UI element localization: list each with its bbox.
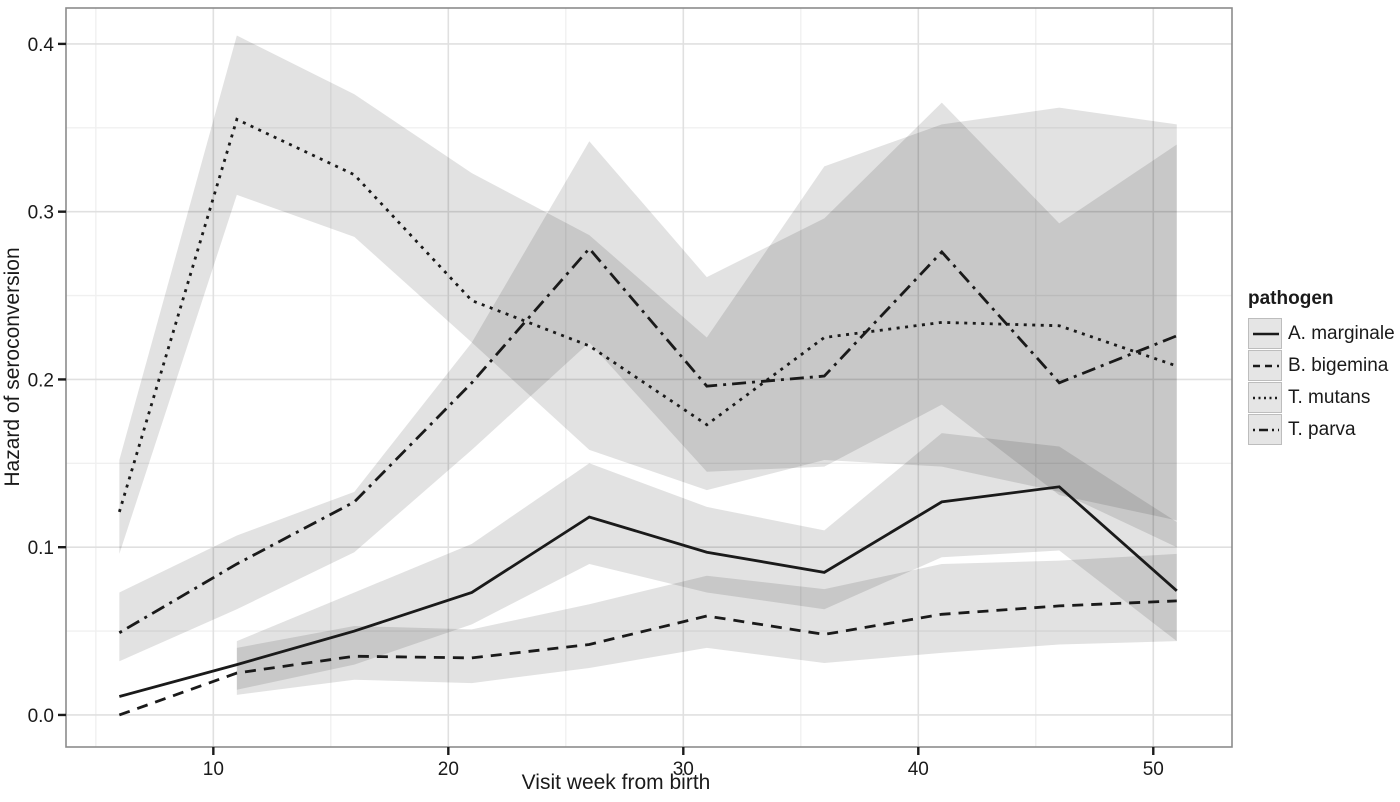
legend-label: A. marginale xyxy=(1288,323,1395,344)
y-tick-label: 0.1 xyxy=(28,538,54,559)
x-tick-label: 30 xyxy=(673,759,694,780)
legend-items: A. marginale B. bigemina T. mutans T. parva xyxy=(1248,318,1398,446)
y-tick-label: 0.4 xyxy=(28,35,55,56)
legend: pathogen A. marginale B. bigemina T. mutan… xyxy=(1248,288,1398,446)
legend-label: T. parva xyxy=(1288,419,1356,440)
ribbon-a-marginale xyxy=(236,433,1177,690)
legend-item-b-bigemina: B. bigemina xyxy=(1248,350,1398,382)
x-tick-label: 20 xyxy=(438,759,459,780)
line-b-bigemina xyxy=(118,599,1177,717)
legend-label: T. mutans xyxy=(1288,387,1371,408)
y-tick-label: 0.0 xyxy=(28,706,54,727)
line-a-marginale xyxy=(118,485,1178,698)
legend-item-t-mutans: T. mutans xyxy=(1248,382,1398,414)
panel-border xyxy=(65,7,1233,748)
legend-key-dashdot-line-icon xyxy=(1248,414,1282,445)
legend-label: B. bigemina xyxy=(1288,355,1389,376)
ribbon-t-mutans xyxy=(119,35,1177,554)
ribbon-t-parva xyxy=(119,102,1177,662)
legend-title: pathogen xyxy=(1248,288,1334,309)
legend-key-dashed-line-icon xyxy=(1248,350,1282,381)
x-axis-title: Visit week from birth xyxy=(521,771,711,794)
y-tick-label: 0.2 xyxy=(28,370,54,391)
ribbon-b-bigemina xyxy=(236,553,1177,695)
y-tick-label: 0.3 xyxy=(28,203,54,224)
line-t-parva xyxy=(118,246,1178,634)
x-tick-label: 10 xyxy=(203,759,224,780)
legend-item-t-parva: T. parva xyxy=(1248,414,1398,446)
x-tick-label: 40 xyxy=(908,759,929,780)
legend-item-a-marginale: A. marginale xyxy=(1248,318,1398,350)
x-tick-label: 50 xyxy=(1143,759,1164,780)
line-t-mutans xyxy=(118,117,1178,513)
legend-key-solid-line-icon xyxy=(1248,318,1282,349)
y-axis-title: Hazard of seroconversion xyxy=(1,247,24,487)
legend-key-dotted-line-icon xyxy=(1248,382,1282,413)
